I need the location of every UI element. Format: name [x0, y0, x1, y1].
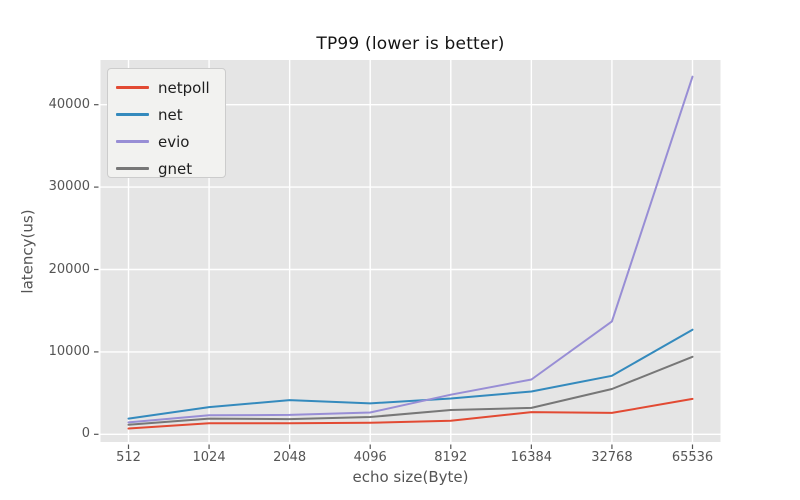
x-tick-label: 32768 [591, 450, 633, 465]
legend-label-evio: evio [158, 132, 190, 151]
legend-label-gnet: gnet [158, 159, 193, 178]
series-line-netpoll [127, 397, 694, 430]
legend-line-gnet [116, 167, 149, 170]
y-tick-label: 0 [81, 426, 90, 442]
x-tick-label: 1024 [192, 450, 226, 465]
x-tick-label: 4096 [353, 450, 387, 465]
legend-label-netpoll: netpoll [158, 78, 210, 97]
x-axis-label: echo size(Byte) [352, 468, 469, 486]
x-tick-label: 8192 [434, 450, 468, 465]
x-tick-label: 2048 [273, 450, 307, 465]
legend-item-gnet: gnet [108, 155, 225, 182]
legend-item-evio: evio [108, 128, 225, 155]
legend-line-evio [116, 140, 149, 143]
series-line-evio [127, 75, 694, 424]
x-tick-label: 16384 [510, 450, 553, 465]
y-tick-label: 40000 [48, 96, 90, 112]
legend: netpoll net evio gnet [107, 68, 226, 178]
series-line-net [127, 328, 694, 420]
legend-line-netpoll [116, 86, 149, 89]
y-axis-label: latency(us) [18, 209, 37, 294]
series-lines [127, 75, 694, 430]
legend-item-net: net [108, 101, 225, 128]
legend-label-net: net [158, 105, 183, 124]
y-tick-label: 10000 [48, 343, 90, 359]
x-tick-label: 65536 [671, 450, 714, 465]
y-tick-label: 20000 [48, 261, 90, 277]
y-tick-label: 30000 [48, 179, 90, 195]
x-tick-label: 512 [116, 450, 141, 465]
chart-title: TP99 (lower is better) [316, 34, 505, 54]
series-line-gnet [127, 355, 694, 426]
legend-item-netpoll: netpoll [108, 74, 225, 101]
legend-line-net [116, 113, 149, 116]
tick-marks [94, 104, 694, 449]
